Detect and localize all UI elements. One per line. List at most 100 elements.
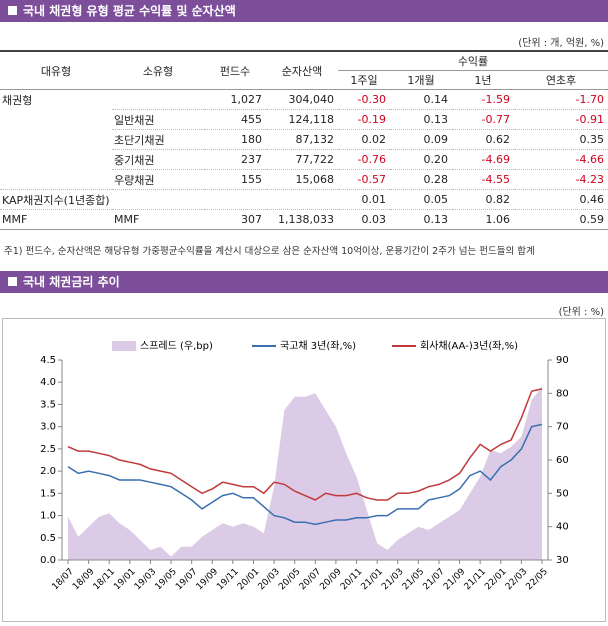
- column-header: 펀드수: [204, 50, 266, 90]
- x-tick-label: 19/11: [215, 567, 240, 592]
- table-cell: -4.66: [514, 149, 608, 170]
- column-header: 대유형: [0, 50, 112, 90]
- table-cell: 0.20: [390, 149, 452, 170]
- x-tick-label: 19/07: [174, 567, 199, 592]
- chart: 0.0 0.5 1.0 1.5 2.0 2.5 3.0 3.5 4.0 4.5 30 40 50 60 70…: [2, 318, 606, 622]
- column-header: 순자산액: [266, 50, 338, 90]
- y-tick-label: 0.5: [40, 533, 56, 544]
- legend-label: 스프레드 (우,bp): [140, 340, 213, 352]
- legend-label: 국고채 3년(좌,%): [280, 340, 356, 352]
- y-tick-label: 4.0: [40, 377, 56, 388]
- y-tick-label: 1.5: [40, 488, 56, 499]
- table-cell: 0.28: [390, 169, 452, 190]
- x-tick-label: 20/03: [257, 567, 282, 592]
- table-row: MMF MMF 307 1,138,033 0.03 0.13 1.06 0.59: [0, 209, 608, 230]
- x-tick-label: 21/05: [401, 567, 426, 592]
- rate-line: [67, 388, 543, 501]
- table-row: 초단기채권 180 87,132 0.02 0.09 0.62 0.35: [0, 129, 608, 150]
- y-tick-label: 4.5: [40, 355, 56, 366]
- table-cell: 1,138,033: [266, 209, 338, 230]
- y2-tick-label: 70: [556, 422, 569, 433]
- y2-tick-label: 80: [556, 388, 569, 399]
- table-cell: 0.13: [390, 109, 452, 130]
- x-tick-label: 20/07: [298, 567, 323, 592]
- y-tick-label: 0.0: [40, 555, 56, 566]
- unit-note: (단위 : 개, 억원, %): [518, 38, 604, 49]
- table-cell: 우량채권: [112, 169, 204, 190]
- column-header: 소유형: [112, 50, 204, 90]
- table-cell: -4.55: [452, 169, 514, 190]
- table-cell: -0.77: [452, 109, 514, 130]
- table-row: KAP채권지수(1년종합) 0.01 0.05 0.82 0.46: [0, 189, 608, 210]
- x-tick-label: 22/05: [524, 567, 549, 592]
- table-cell: -0.91: [514, 109, 608, 130]
- table-cell: 15,068: [266, 169, 338, 190]
- y2-tick-label: 60: [556, 455, 569, 466]
- table-cell: -0.19: [338, 109, 390, 130]
- x-tick-label: 18/11: [92, 567, 117, 592]
- table-cell: 0.13: [390, 209, 452, 230]
- column-header: 1주일: [338, 70, 390, 90]
- table-cell: 0.03: [338, 209, 390, 230]
- table-row: 우량채권 155 15,068 -0.57 0.28 -4.55 -4.23: [0, 169, 608, 190]
- table-cell: 일반채권: [112, 109, 204, 130]
- table-cell: 중기채권: [112, 149, 204, 170]
- table-cell: [0, 130, 112, 150]
- table-cell: MMF: [112, 209, 204, 230]
- x-tick-label: 20/01: [236, 567, 261, 592]
- table-row: 일반채권 455 124,118 -0.19 0.13 -0.77 -0.91: [0, 109, 608, 130]
- y2-tick-label: 40: [556, 522, 569, 533]
- x-tick-label: 21/01: [360, 567, 385, 592]
- table-cell: MMF: [0, 209, 112, 230]
- table-cell: [204, 189, 266, 210]
- table-cell: 0.14: [423, 93, 449, 106]
- table-cell: -0.30: [357, 93, 386, 106]
- table-cell: 237: [204, 149, 266, 170]
- legend-label: 회사채(AA-)3년(좌,%): [420, 340, 518, 352]
- x-tick-label: 20/11: [339, 567, 364, 592]
- footnote: 주1) 펀드수, 순자산액은 해당유형 가중평균수익률을 계산시 대상으로 삼은…: [4, 246, 535, 257]
- column-header: 1년: [452, 70, 514, 90]
- table-cell: 155: [204, 169, 266, 190]
- table-cell: [112, 189, 204, 210]
- x-tick-label: 20/05: [277, 567, 302, 592]
- table-cell: KAP채권지수(1년종합): [0, 189, 112, 210]
- y-tick-label: 2.5: [40, 444, 56, 455]
- table-cell: 1.06: [452, 209, 514, 230]
- table-cell: 87,132: [266, 129, 338, 150]
- x-tick-label: 22/03: [504, 567, 529, 592]
- table-cell: 77,722: [266, 149, 338, 170]
- legend-swatch: [112, 341, 136, 351]
- table-cell: 0.05: [390, 189, 452, 210]
- table-cell: 0.46: [514, 189, 608, 210]
- table-cell: [0, 150, 112, 170]
- x-tick-label: 18/09: [71, 567, 97, 593]
- table-cell: 0.01: [338, 189, 390, 210]
- table-cell: [266, 189, 338, 210]
- table-cell: -1.59: [481, 93, 510, 106]
- x-tick-label: 19/03: [133, 567, 158, 592]
- table-cell: -1.70: [575, 93, 604, 106]
- x-tick-label: 18/07: [50, 567, 75, 592]
- section-header: 국내 채권금리 추이: [0, 271, 608, 293]
- x-tick-label: 19/01: [112, 567, 137, 592]
- table-cell: [112, 90, 204, 110]
- returns-table: 대유형 소유형 펀드수 순자산액 수익률 1주일 1개월 1년 연초후 채권형 1,027 304…: [0, 50, 608, 230]
- table-cell: 초단기채권: [112, 129, 204, 150]
- x-tick-label: 22/01: [483, 567, 508, 592]
- table-cell: [0, 170, 112, 190]
- column-header: 1개월: [390, 70, 452, 90]
- y2-tick-label: 50: [556, 488, 569, 499]
- table-cell: 0.02: [338, 129, 390, 150]
- y2-tick-label: 90: [556, 355, 569, 366]
- rate-line: [67, 423, 543, 526]
- x-tick-label: 19/05: [154, 567, 179, 592]
- table-cell: 0.09: [390, 129, 452, 150]
- x-tick-label: 21/07: [421, 567, 446, 592]
- section-title: 국내 채권금리 추이: [23, 275, 120, 289]
- table-cell: -0.76: [338, 149, 390, 170]
- spread-area: [68, 386, 542, 560]
- table-cell: 1,027: [230, 93, 263, 106]
- x-tick-label: 21/09: [442, 567, 468, 593]
